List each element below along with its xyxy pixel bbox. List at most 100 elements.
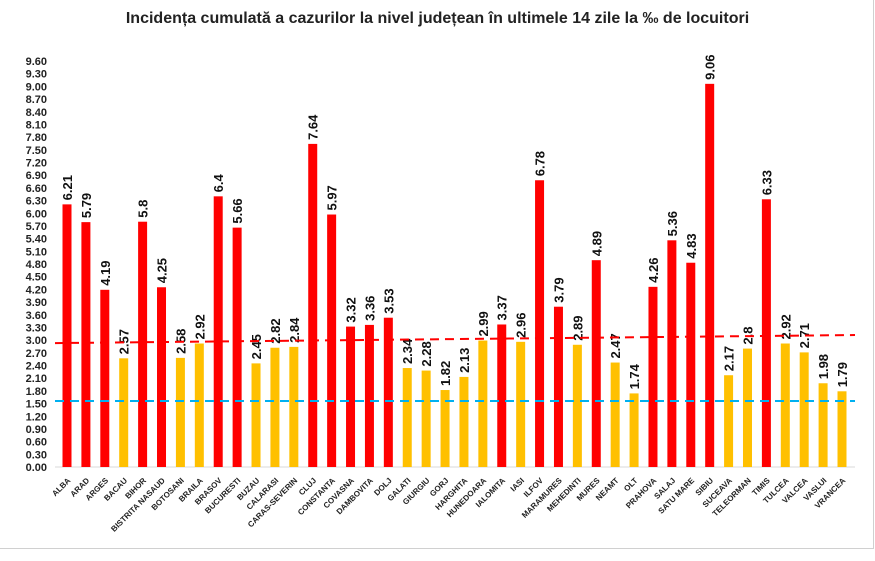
bar-iasi xyxy=(516,341,526,467)
bar-harghita xyxy=(459,376,469,467)
data-label: 6.21 xyxy=(60,175,75,200)
bar-gorj xyxy=(440,390,450,467)
data-label: 2.96 xyxy=(514,313,529,338)
y-tick-label: 0.30 xyxy=(26,449,47,461)
bar-brasov xyxy=(213,196,223,468)
y-tick-label: 9.60 xyxy=(26,56,47,68)
y-tick-label: 6.90 xyxy=(26,170,47,182)
bar-sibiu xyxy=(705,83,715,468)
data-label: 6.78 xyxy=(533,151,548,176)
y-tick-label: 9.30 xyxy=(26,69,47,81)
data-label: 2.84 xyxy=(287,317,302,343)
y-tick-label: 2.70 xyxy=(26,348,47,360)
data-label: 5.97 xyxy=(325,185,340,210)
y-tick-label: 0.60 xyxy=(26,437,47,449)
y-tick-label: 3.60 xyxy=(26,310,47,322)
y-tick-label: 0.90 xyxy=(26,424,47,436)
y-tick-label: 7.50 xyxy=(26,145,47,157)
data-label: 2.92 xyxy=(192,314,207,339)
bar-caras-severin xyxy=(289,346,299,467)
y-tick-label: 2.40 xyxy=(26,361,47,373)
data-label: 2.99 xyxy=(476,311,491,336)
bar-satu-mare xyxy=(686,262,696,467)
bar-bacau xyxy=(119,358,129,467)
data-label: 1.79 xyxy=(835,362,850,387)
bar-giurgiu xyxy=(421,370,431,467)
data-label: 2.89 xyxy=(570,315,585,340)
y-tick-label: 3.30 xyxy=(26,322,47,334)
bar-vrancea xyxy=(837,391,847,467)
bar-calarasi xyxy=(270,347,280,467)
y-tick-label: 0.00 xyxy=(26,462,47,474)
bar-prahova xyxy=(648,286,658,467)
data-label: 4.25 xyxy=(155,258,170,283)
y-tick-label: 9.00 xyxy=(26,81,47,93)
data-label: 2.45 xyxy=(249,334,264,359)
bar-bistrita-nasaud xyxy=(157,287,167,467)
data-label: 3.53 xyxy=(381,288,396,313)
data-label: 1.74 xyxy=(627,363,642,389)
chart-frame xyxy=(0,0,874,549)
y-tick-label: 1.80 xyxy=(26,386,47,398)
bar-ilfov xyxy=(535,180,545,467)
bar-dolj xyxy=(383,317,393,467)
data-label: 5.66 xyxy=(230,198,245,223)
data-label: 2.13 xyxy=(457,348,472,373)
y-tick-label: 8.40 xyxy=(26,107,47,119)
y-tick-label: 7.80 xyxy=(26,132,47,144)
data-label: 3.36 xyxy=(362,296,377,321)
data-label: 3.32 xyxy=(344,297,359,322)
data-label: 2.17 xyxy=(722,346,737,371)
data-label: 3.37 xyxy=(495,295,510,320)
y-tick-label: 3.90 xyxy=(26,297,47,309)
data-label: 2.28 xyxy=(419,341,434,366)
data-label: 5.36 xyxy=(665,211,680,236)
bar-vaslui xyxy=(818,383,828,467)
y-tick-label: 6.00 xyxy=(26,208,47,220)
y-tick-label: 1.50 xyxy=(26,399,47,411)
data-label: 4.89 xyxy=(589,231,604,256)
bar-galati xyxy=(402,368,412,467)
trend-line xyxy=(54,334,856,345)
data-label: 6.4 xyxy=(211,173,226,192)
y-tick-label: 8.10 xyxy=(26,119,47,131)
y-tick-label: 8.70 xyxy=(26,94,47,106)
data-label: 2.34 xyxy=(400,338,415,364)
y-tick-label: 4.50 xyxy=(26,272,47,284)
bar-mehedinti xyxy=(572,344,582,467)
data-label: 3.79 xyxy=(551,277,566,302)
bar-covasna xyxy=(346,326,356,467)
bar-tulcea xyxy=(780,343,790,467)
y-tick-label: 7.20 xyxy=(26,158,47,170)
y-tick-label: 6.30 xyxy=(26,196,47,208)
data-label: 4.26 xyxy=(646,258,661,283)
bar-botosani xyxy=(175,357,185,467)
data-label: 4.19 xyxy=(98,260,113,285)
bar-teleorman xyxy=(742,348,752,467)
data-label: 7.64 xyxy=(306,114,321,140)
bar-hunedoara xyxy=(478,340,488,467)
data-label: 2.92 xyxy=(778,314,793,339)
bar-braila xyxy=(194,343,204,467)
y-tick-label: 1.20 xyxy=(26,411,47,423)
bar-arad xyxy=(81,222,91,467)
data-label: 5.79 xyxy=(79,193,94,218)
bar-cluj xyxy=(308,143,318,467)
data-label: 2.82 xyxy=(268,318,283,343)
y-tick-label: 6.60 xyxy=(26,183,47,195)
bar-arges xyxy=(100,289,110,467)
y-tick-label: 3.00 xyxy=(26,335,47,347)
bar-valcea xyxy=(799,352,809,467)
bar-maramures xyxy=(553,306,563,467)
data-label: 1.98 xyxy=(816,354,831,379)
y-tick-label: 5.10 xyxy=(26,246,47,258)
bar-neamt xyxy=(610,362,620,467)
data-label: 4.83 xyxy=(684,233,699,258)
y-tick-label: 2.10 xyxy=(26,373,47,385)
data-label: 9.06 xyxy=(703,55,718,80)
data-label: 5.8 xyxy=(136,200,151,218)
data-label: 1.82 xyxy=(438,361,453,386)
data-label: 2.57 xyxy=(117,329,132,354)
bar-olt xyxy=(629,393,639,467)
bar-mures xyxy=(591,260,601,467)
